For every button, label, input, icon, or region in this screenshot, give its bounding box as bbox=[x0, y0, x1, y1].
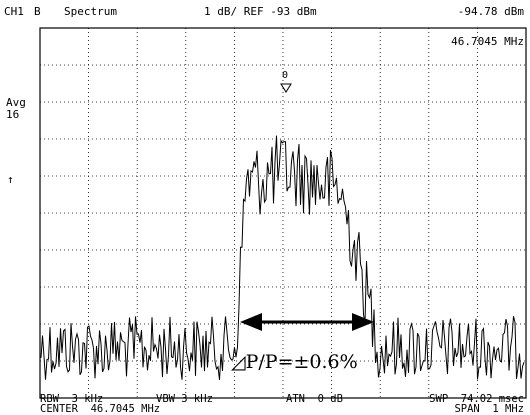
tolerance-annotation: ◿P/P=±0.6% bbox=[231, 351, 358, 373]
arrow-right-icon bbox=[352, 313, 374, 331]
graticule bbox=[40, 28, 526, 398]
avg-label: Avg bbox=[6, 96, 26, 109]
arrow-left-icon bbox=[240, 313, 262, 331]
vbw-readout: VBW 3 kHz bbox=[156, 393, 213, 405]
bandwidth-arrow bbox=[240, 313, 374, 331]
rbw-readout: RBW 3 kHz bbox=[40, 393, 104, 405]
spectrum-trace bbox=[40, 135, 525, 380]
marker-number: 0 bbox=[282, 70, 289, 81]
center-freq-readout: CENTER 46.7045 MHz bbox=[40, 403, 161, 415]
atn-readout: ATN 0 dB bbox=[286, 393, 343, 405]
avg-count: 16 bbox=[6, 108, 20, 121]
up-arrow-icon: ↑ bbox=[7, 173, 14, 186]
span-readout: SPAN 1 MHz bbox=[454, 403, 524, 415]
marker-freq-readout: 46.7045 MHz bbox=[451, 35, 524, 48]
marker-triangle-icon bbox=[280, 83, 292, 93]
channel-label: CH1 bbox=[4, 5, 24, 18]
plot-border bbox=[39, 27, 527, 399]
mode-label: Spectrum bbox=[64, 5, 117, 18]
marker-level-readout: -94.78 dBm bbox=[457, 5, 524, 18]
scale-ref-label: 1 dB/ REF -93 dBm bbox=[204, 5, 317, 18]
trace-label: B bbox=[34, 5, 41, 18]
swp-readout: SWP 74.02 msec bbox=[429, 393, 524, 405]
